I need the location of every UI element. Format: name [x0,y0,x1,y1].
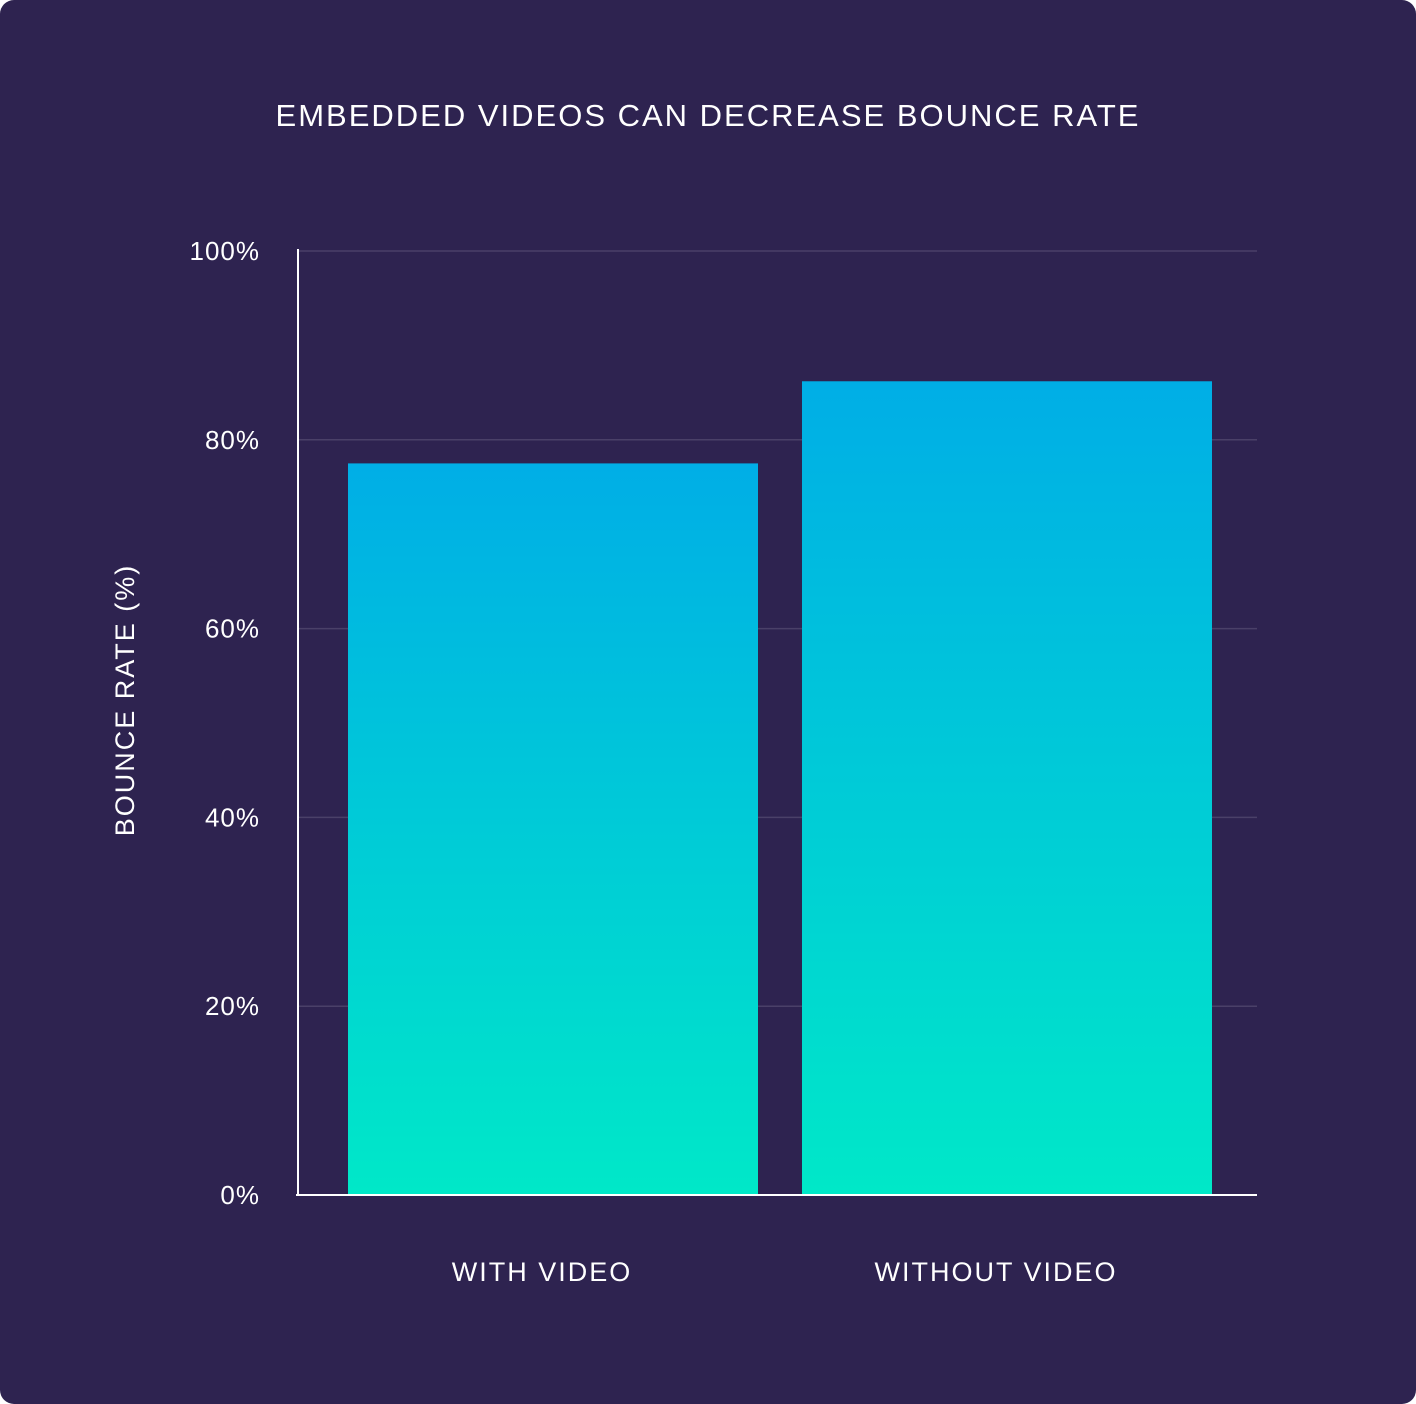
chart-title: EMBEDDED VIDEOS CAN DECREASE BOUNCE RATE [275,98,1141,133]
x-tick-label: WITHOUT VIDEO [874,1257,1117,1287]
y-tick-label: 60% [205,614,260,644]
bar-with-video [348,463,758,1195]
y-tick-label: 20% [205,991,260,1021]
axes [296,249,1257,1196]
labels: 0% 20% 40% 60% 80% 100% WITH VIDEO WITHOUT VIDE… [110,236,1117,1287]
y-tick-label: 0% [220,1180,260,1210]
bar-without-video [802,381,1212,1196]
y-tick-label: 100% [190,236,261,266]
x-tick-label: WITH VIDEO [452,1257,633,1287]
y-axis-title: BOUNCE RATE (%) [110,564,140,837]
y-tick-label: 40% [205,802,260,832]
y-tick-label: 80% [205,425,260,455]
bars [348,381,1212,1196]
